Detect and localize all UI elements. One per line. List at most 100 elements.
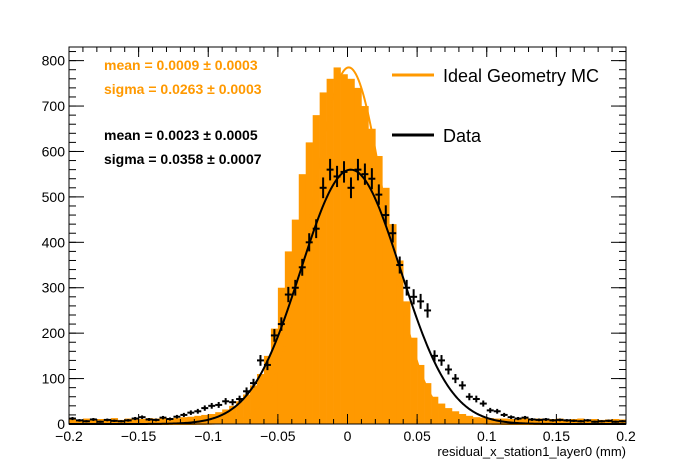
data-point — [424, 303, 432, 318]
mc-bar — [215, 412, 223, 424]
mc-bar — [298, 174, 307, 424]
data-point — [438, 355, 445, 366]
data-point — [507, 415, 515, 419]
data-point — [410, 289, 418, 305]
mc-bar — [256, 374, 265, 424]
data-point — [319, 177, 327, 199]
y-tick-label: 800 — [42, 53, 66, 69]
mc-bar — [528, 419, 536, 424]
data-point — [584, 419, 592, 422]
data-point — [250, 378, 257, 388]
data-point — [82, 420, 90, 423]
data-point — [277, 317, 285, 331]
data-point — [96, 420, 104, 423]
data-point — [619, 420, 626, 423]
data-point — [472, 395, 480, 403]
data-point — [89, 418, 97, 421]
data-point — [236, 395, 244, 403]
mc-bar — [305, 142, 313, 424]
x-tick-label: −0.15 — [121, 428, 157, 444]
mc-bar — [424, 383, 432, 424]
data-point — [521, 415, 529, 420]
data-point — [375, 184, 383, 205]
x-tick-label: 0.1 — [477, 428, 497, 444]
mc-bar — [451, 411, 460, 424]
data-point — [194, 408, 202, 414]
mc-bar — [521, 418, 529, 424]
data-point — [563, 419, 571, 422]
y-tick-label: 0 — [57, 416, 65, 432]
data-point — [270, 329, 278, 342]
data-point — [305, 233, 313, 252]
data-point — [417, 293, 425, 309]
data-point — [396, 256, 404, 274]
x-tick-label: −0.05 — [260, 428, 296, 444]
y-tick-label: 600 — [42, 143, 66, 159]
data-point — [173, 414, 181, 419]
data-point — [591, 420, 599, 423]
mc-bar — [340, 74, 348, 424]
data-point — [256, 355, 264, 366]
data-point — [159, 415, 167, 420]
data-point — [312, 219, 320, 239]
mc-bar — [438, 403, 446, 424]
mc-bar — [396, 260, 404, 424]
mc-histogram — [69, 67, 627, 425]
data-point — [215, 401, 223, 408]
mc-bar — [410, 337, 418, 424]
y-tick-label: 300 — [42, 280, 66, 296]
mc-bar — [159, 417, 167, 424]
mc-bar — [103, 419, 112, 424]
data-point — [500, 412, 508, 417]
data-mean-stat: mean = 0.0023 ± 0.0005 — [104, 127, 258, 143]
mc-bar — [166, 418, 174, 424]
data-point — [535, 418, 543, 422]
data-points — [69, 158, 626, 423]
data-point — [124, 419, 132, 422]
mc-bar — [431, 396, 439, 424]
data-point — [263, 359, 271, 371]
mc-bar — [69, 419, 77, 424]
mc-bar — [375, 156, 383, 424]
mc-bar — [75, 420, 84, 424]
mc-bar — [131, 419, 139, 424]
mc-bar — [389, 224, 397, 424]
data-point — [368, 168, 376, 190]
data-point — [340, 161, 348, 183]
axis-ticks — [68, 47, 627, 425]
mc-bar — [145, 418, 153, 424]
data-point — [465, 393, 473, 401]
mc-bar — [187, 416, 195, 424]
x-tick-label: 0.2 — [616, 428, 636, 444]
x-tick-label: −0.2 — [55, 428, 83, 444]
mc-bar — [563, 419, 571, 424]
legend-data-label: Data — [443, 126, 482, 146]
mc-bar — [236, 401, 244, 424]
mc-bar — [333, 67, 341, 424]
data-point — [69, 416, 76, 421]
data-point — [493, 408, 501, 414]
data-point — [333, 165, 341, 188]
data-point — [577, 420, 585, 423]
mc-bar — [368, 128, 376, 424]
data-point — [542, 418, 550, 421]
mc-bar — [229, 405, 237, 424]
mc-bar — [584, 419, 592, 424]
data-point — [347, 177, 355, 199]
mc-bar — [243, 394, 251, 424]
mc-bar — [479, 417, 488, 424]
data-point — [180, 412, 188, 417]
y-tick-label: 200 — [42, 325, 66, 341]
mc-bar — [542, 419, 550, 424]
mc-bar — [263, 355, 272, 424]
data-sigma-stat: sigma = 0.0358 ± 0.0007 — [104, 151, 262, 167]
x-tick-label: −0.1 — [194, 428, 222, 444]
x-tick-labels: −0.2 −0.15 −0.1 −0.05 0 0.05 0.1 0.15 0.2 — [55, 428, 636, 444]
mc-bar — [152, 418, 160, 424]
legend-mc-label: Ideal Geometry MC — [443, 66, 599, 86]
data-point — [458, 381, 466, 390]
data-point — [598, 420, 606, 423]
mc-bar — [250, 385, 258, 424]
y-tick-label: 100 — [42, 371, 66, 387]
